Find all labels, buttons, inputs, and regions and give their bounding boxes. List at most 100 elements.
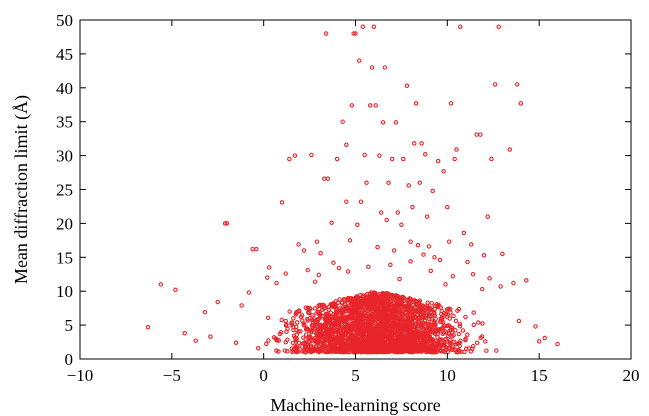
data-point: [239, 303, 244, 308]
data-point: [293, 348, 299, 354]
data-point: [487, 276, 492, 281]
data-point: [439, 337, 444, 342]
data-point: [364, 340, 370, 345]
data-point: [380, 312, 385, 317]
data-point: [465, 259, 470, 265]
data-point: [436, 302, 441, 308]
data-point: [387, 292, 393, 297]
data-point: [265, 275, 270, 280]
data-point: [418, 330, 423, 336]
data-point: [379, 294, 385, 299]
data-point: [358, 318, 364, 323]
data-point: [419, 141, 424, 146]
data-point: [314, 331, 319, 337]
data-point: [283, 271, 288, 276]
data-point: [429, 300, 435, 306]
data-point: [392, 348, 397, 353]
data-point: [395, 314, 401, 320]
data-point: [336, 322, 342, 328]
data-point: [334, 329, 340, 335]
data-point: [383, 305, 389, 310]
data-point: [441, 310, 447, 316]
data-point: [279, 200, 285, 205]
data-point: [336, 265, 342, 271]
data-point: [413, 101, 419, 106]
data-point: [401, 298, 407, 303]
data-point: [401, 295, 407, 301]
data-point: [283, 339, 288, 345]
data-point: [397, 276, 402, 282]
data-point: [412, 340, 417, 345]
data-point: [420, 347, 425, 353]
data-point: [375, 338, 381, 344]
data-point: [342, 315, 348, 320]
data-point: [450, 344, 456, 349]
data-point: [378, 306, 383, 312]
data-point: [347, 329, 352, 334]
data-point: [316, 328, 322, 334]
data-point: [418, 322, 424, 327]
x-tick-label: 0: [259, 366, 268, 385]
data-point: [489, 156, 494, 162]
data-point: [430, 338, 435, 344]
data-point: [367, 299, 372, 304]
data-point: [419, 335, 425, 340]
y-tick-label: 50: [56, 11, 73, 30]
data-point: [494, 348, 499, 353]
data-point: [328, 348, 334, 354]
data-point: [453, 318, 459, 324]
data-point: [433, 316, 438, 321]
data-point: [479, 334, 485, 339]
data-point: [313, 344, 319, 349]
data-point: [391, 248, 397, 253]
data-point: [386, 339, 392, 345]
data-point: [348, 338, 353, 343]
data-point: [350, 337, 355, 343]
data-point: [422, 347, 427, 353]
data-point: [387, 326, 393, 331]
data-point: [285, 326, 290, 332]
data-point: [389, 344, 394, 350]
data-point: [533, 324, 538, 329]
data-point: [323, 31, 329, 36]
data-point: [233, 340, 239, 345]
data-point: [309, 152, 314, 158]
data-point: [389, 335, 395, 341]
data-point: [386, 180, 391, 185]
data-point: [282, 348, 288, 353]
data-point: [408, 349, 413, 355]
data-point: [385, 348, 391, 354]
data-point: [387, 300, 392, 306]
data-point: [408, 259, 413, 264]
data-point: [318, 332, 323, 338]
data-point: [399, 294, 405, 300]
data-point: [381, 327, 386, 332]
data-point: [430, 344, 436, 349]
data-point: [296, 329, 301, 334]
data-point: [308, 334, 313, 340]
x-tick-label: −5: [163, 366, 181, 385]
data-point: [296, 340, 302, 346]
data-point: [369, 290, 374, 295]
data-point: [427, 327, 433, 332]
data-point: [334, 318, 339, 323]
data-point: [470, 271, 476, 277]
data-point: [266, 265, 272, 270]
data-point: [287, 156, 292, 162]
data-point: [303, 337, 308, 342]
data-point: [408, 296, 413, 302]
data-point: [339, 326, 345, 331]
data-point: [465, 332, 470, 337]
data-point: [378, 332, 384, 337]
data-point: [398, 300, 403, 305]
data-point: [364, 331, 369, 337]
data-point: [346, 305, 351, 311]
data-point: [353, 315, 359, 321]
data-point: [474, 132, 479, 137]
data-point: [289, 320, 294, 325]
data-point: [446, 345, 452, 351]
data-point: [372, 307, 377, 312]
data-point: [461, 230, 467, 236]
data-point: [452, 156, 457, 162]
